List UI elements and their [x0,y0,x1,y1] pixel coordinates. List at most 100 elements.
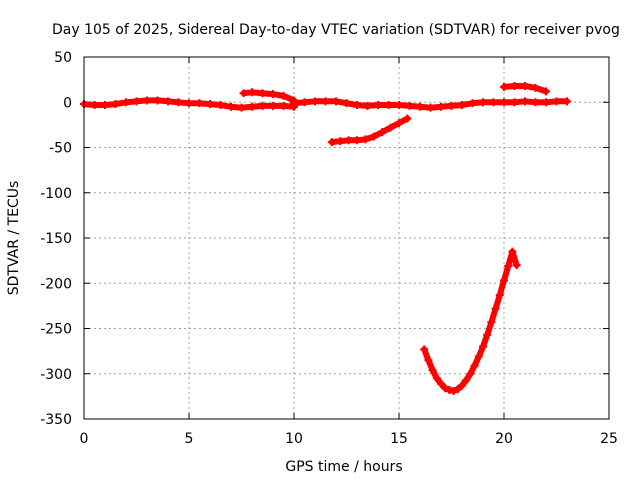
data-point [500,276,508,285]
data-series-trace [328,115,411,146]
data-point [495,291,504,300]
data-point [395,100,403,109]
data-point [395,119,403,128]
data-point [521,97,529,106]
data-point [479,342,487,351]
data-point [508,247,517,256]
data-point [300,98,309,107]
data-point [474,352,483,361]
data-point [437,102,445,111]
data-point [447,101,456,110]
data-point [416,102,424,111]
data-point [504,262,513,271]
data-point [290,99,298,108]
y-tick-label: -300 [40,367,72,383]
x-tick-label: 5 [185,431,194,447]
data-point [542,98,550,107]
data-point [258,89,267,98]
data-point [361,135,370,144]
data-point [216,100,225,109]
y-tick-label: -250 [40,322,72,338]
data-point [237,103,246,112]
data-point [512,261,521,270]
data-point [468,99,477,108]
grid-lines [84,57,609,419]
data-marks [80,81,571,395]
data-point [101,100,109,109]
data-point [111,100,120,109]
data-point [531,83,540,92]
y-tick-label: 50 [54,50,72,66]
data-point [143,96,151,105]
data-point [269,101,277,110]
y-tick-label: -200 [40,276,72,292]
data-point [466,369,475,378]
data-point [327,138,336,147]
data-point [462,376,471,385]
data-point [458,381,466,390]
data-point [491,304,500,313]
data-point [90,100,99,109]
data-point [279,91,288,100]
data-point [386,123,395,132]
data-point [185,99,193,108]
x-tick-label: 0 [80,431,89,447]
axis-ticks: 0 5 10 15 20 25 -350 -300 -250 -200 -150 -100 -50 0 50 [40,50,618,447]
data-point [470,361,479,370]
data-point [132,97,141,106]
data-point [453,385,462,394]
data-point [500,98,508,107]
data-point [563,97,571,106]
data-point [227,102,235,111]
data-point [195,99,204,108]
data-point [458,100,466,109]
chart-title: Day 105 of 2025, Sidereal Day-to-day VTE… [52,22,620,38]
data-point [428,366,437,375]
data-point [279,101,288,110]
x-tick-label: 25 [600,431,618,447]
data-point [153,96,162,105]
x-tick-label: 15 [390,431,408,447]
x-tick-label: 10 [285,431,303,447]
data-point [248,88,256,97]
data-point [332,97,340,106]
data-point [405,101,414,110]
data-point [311,97,319,106]
y-tick-label: -350 [40,412,72,428]
data-point [374,100,382,109]
data-point [437,379,445,388]
data-point [342,99,351,108]
data-point [384,100,393,109]
data-point [426,103,435,112]
data-point [369,132,378,141]
y-tick-label: 0 [63,95,72,111]
data-point [122,98,130,107]
data-point [424,356,433,365]
data-point [353,100,361,109]
data-point [353,136,361,145]
x-tick-label: 20 [495,431,513,447]
data-point [269,90,277,99]
data-point [248,102,256,111]
y-tick-label: -100 [40,186,72,202]
data-point [164,97,172,106]
y-axis-label: SDTVAR / TECUs [6,181,22,296]
data-point [449,386,458,395]
data-point [510,98,519,107]
data-point [258,101,267,110]
data-point [552,97,561,106]
data-point [403,114,412,123]
data-point [487,318,496,327]
data-point [363,101,372,110]
data-point [521,81,529,90]
data-point [542,87,550,96]
data-point [441,384,450,393]
data-point [510,81,519,90]
data-point [420,345,429,354]
data-point [479,98,487,107]
data-point [500,82,508,91]
data-point [489,98,498,107]
data-point [206,100,214,109]
x-axis-label: GPS time / hours [285,459,402,475]
